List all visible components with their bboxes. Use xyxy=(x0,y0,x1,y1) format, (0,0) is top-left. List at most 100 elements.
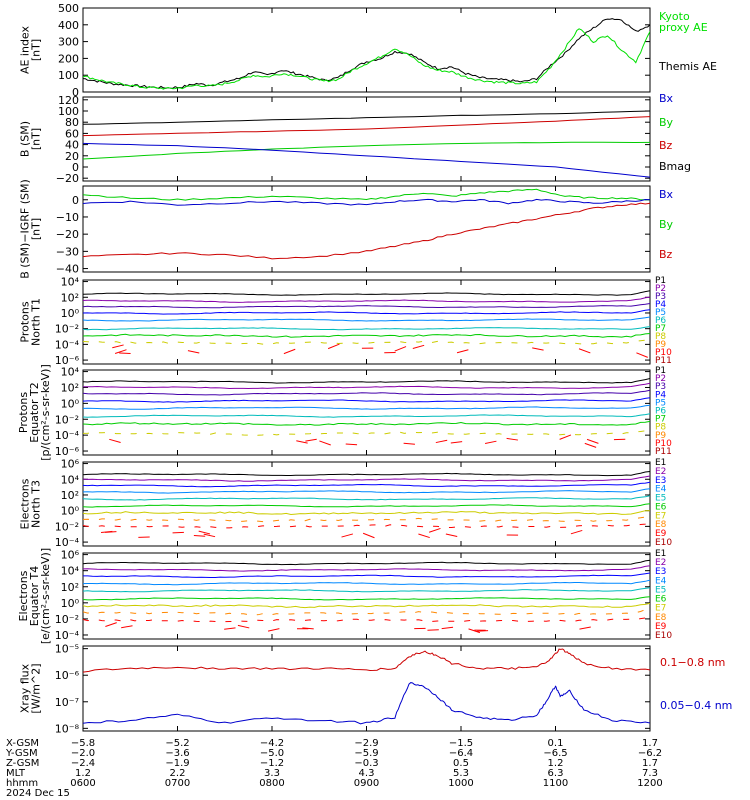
y-tick-label: 100 xyxy=(58,69,79,82)
series-line-p8 xyxy=(83,338,650,346)
orbit-value: 4.3 xyxy=(359,768,375,779)
series-line-xray xyxy=(83,648,650,673)
y-tick-label: 10⁴ xyxy=(61,276,80,289)
legend-entry: E2 xyxy=(655,558,666,568)
orbit-value: 1.2 xyxy=(75,768,91,779)
series-fragment xyxy=(198,530,211,535)
series-fragment xyxy=(296,440,308,444)
legend-entry: P4 xyxy=(655,300,666,310)
series-fragment xyxy=(319,440,331,446)
series-fragment xyxy=(450,441,463,444)
y-tick-label: 10⁻⁴ xyxy=(55,536,80,549)
y-tick-label: −30 xyxy=(56,245,79,258)
legend-entry: P1 xyxy=(655,366,666,376)
legend-entry: E5 xyxy=(655,494,666,504)
series-fragment xyxy=(579,626,591,630)
legend-entry: E6 xyxy=(655,595,667,605)
series-fragment xyxy=(456,349,469,354)
series-fragment xyxy=(302,627,314,630)
series-fragment xyxy=(570,529,583,535)
legend: Bx By Bz xyxy=(659,188,674,261)
panel-frame xyxy=(82,552,651,640)
series-line-e5 xyxy=(83,587,650,593)
orbit-value: 3.3 xyxy=(264,768,280,779)
series-line-e3 xyxy=(83,572,650,578)
series-fragment xyxy=(305,438,317,442)
series-fragment xyxy=(412,344,425,350)
series-fragment xyxy=(105,622,117,627)
orbit-value: −1.9 xyxy=(165,758,189,769)
y-tick-label: −10 xyxy=(56,211,79,224)
series-fragment xyxy=(341,533,354,538)
y-tick-label: 120 xyxy=(58,94,79,107)
y-tick-label: 10⁰ xyxy=(61,397,80,410)
orbit-value: −2.9 xyxy=(354,738,378,749)
legend-entry: P3 xyxy=(655,382,666,392)
y-tick-label: 300 xyxy=(58,36,79,49)
orbit-row-label: Y-GSM xyxy=(5,748,38,759)
series-fragment xyxy=(584,442,597,448)
series-line-bz xyxy=(83,116,650,137)
y-tick-label: 10⁻⁶ xyxy=(55,669,80,682)
series-line-p2 xyxy=(83,382,650,390)
series-fragment xyxy=(105,531,117,533)
panel-frame xyxy=(82,645,651,732)
legend-entry: P8 xyxy=(655,423,666,433)
series-fragment xyxy=(418,533,430,539)
legend-entry: P4 xyxy=(655,390,666,400)
series-line-by xyxy=(83,188,650,201)
legend-entry: Bx xyxy=(659,92,674,105)
legend-entry: E3 xyxy=(655,476,666,486)
series-line-p7 xyxy=(83,333,650,338)
orbit-value: −5.8 xyxy=(71,738,95,749)
series-fragment xyxy=(327,343,340,350)
y-tick-label: 10² xyxy=(61,489,79,502)
y-tick-label: 40 xyxy=(65,139,79,152)
y-tick-label: 200 xyxy=(58,52,79,65)
series-line-e5 xyxy=(83,495,650,501)
y-axis-label: [W/m^2] xyxy=(30,663,43,713)
legend-entry: Bz xyxy=(659,248,673,261)
series-fragment xyxy=(586,438,599,444)
series-fragment xyxy=(476,630,489,632)
y-axis-label: [nT] xyxy=(30,128,43,150)
y-axis-label: B (SM)−IGRF (SM) xyxy=(19,179,32,279)
y-axis-label: [e/(cm²-s-sr-keV)] xyxy=(39,548,52,644)
y-tick-label: 10⁶ xyxy=(61,549,80,562)
legend-entry: E6 xyxy=(655,502,667,512)
y-tick-label: 10⁻² xyxy=(55,323,79,336)
y-tick-label: 10⁶ xyxy=(61,458,80,471)
legend-entry: Themis AE xyxy=(658,60,717,73)
y-tick-label: 10⁻⁸ xyxy=(55,722,80,735)
y-tick-label: 10⁻² xyxy=(55,520,79,533)
y-tick-label: 10⁰ xyxy=(61,505,80,518)
series-line-xray xyxy=(83,682,650,725)
series-fragment xyxy=(441,626,454,630)
legend-entry: Bz xyxy=(659,139,673,152)
series-fragment xyxy=(224,627,236,630)
series-line-e3 xyxy=(83,481,650,488)
series-line-p1 xyxy=(83,290,650,296)
y-axis-label: Electrons xyxy=(19,478,32,529)
y-tick-label: 10⁻⁵ xyxy=(55,643,79,656)
series-fragment xyxy=(109,438,121,443)
series-fragment xyxy=(114,349,127,355)
x-tick-label: 0800 xyxy=(259,778,284,789)
orbit-value: −2.4 xyxy=(71,758,95,769)
y-axis-label: [nT] xyxy=(30,218,43,240)
orbit-value: −5.9 xyxy=(354,748,378,759)
legend-entry: E8 xyxy=(655,613,667,623)
y-tick-label: 10⁴ xyxy=(61,366,80,379)
legend-entry: E7 xyxy=(655,604,666,614)
series-fragment xyxy=(506,437,519,441)
series-line-e4 xyxy=(83,488,650,494)
series-line-e6 xyxy=(83,503,650,508)
series-line-e9 xyxy=(83,522,650,529)
legend-entry: 0.1−0.8 nm xyxy=(660,656,725,669)
